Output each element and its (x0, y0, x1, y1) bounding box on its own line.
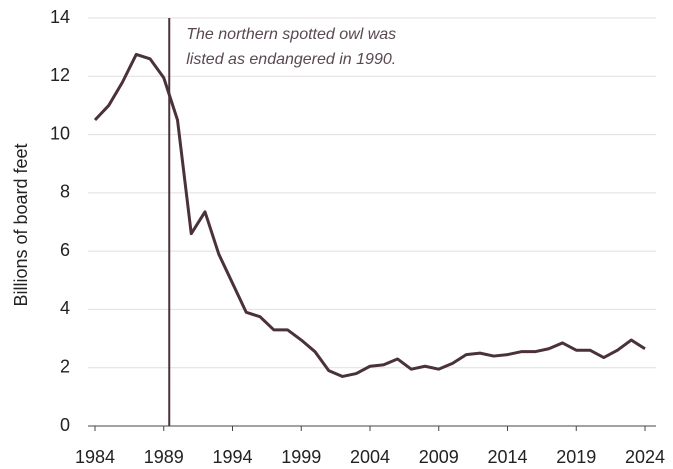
annotation-text: listed as endangered in 1990. (186, 51, 396, 68)
x-tick-label: 1994 (212, 447, 252, 467)
x-tick-label: 2024 (625, 447, 665, 467)
y-tick-label: 6 (60, 240, 70, 260)
y-tick-label: 14 (50, 7, 70, 27)
annotation-text: The northern spotted owl was (186, 26, 396, 43)
y-tick-label: 10 (50, 123, 70, 143)
x-tick-label: 2009 (419, 447, 459, 467)
y-tick-label: 4 (60, 298, 70, 318)
x-tick-label: 1999 (281, 447, 321, 467)
x-tick-label: 1989 (144, 447, 184, 467)
x-tick-label: 2014 (487, 447, 527, 467)
x-tick-label: 2019 (556, 447, 596, 467)
y-tick-label: 2 (60, 356, 70, 376)
x-tick-label: 1984 (75, 447, 115, 467)
data-line (93, 52, 646, 378)
y-tick-label: 0 (60, 415, 70, 435)
y-axis-label: Billions of board feet (11, 143, 31, 306)
x-tick-label: 2004 (350, 447, 390, 467)
y-tick-label: 8 (60, 182, 70, 202)
y-tick-label: 12 (50, 65, 70, 85)
